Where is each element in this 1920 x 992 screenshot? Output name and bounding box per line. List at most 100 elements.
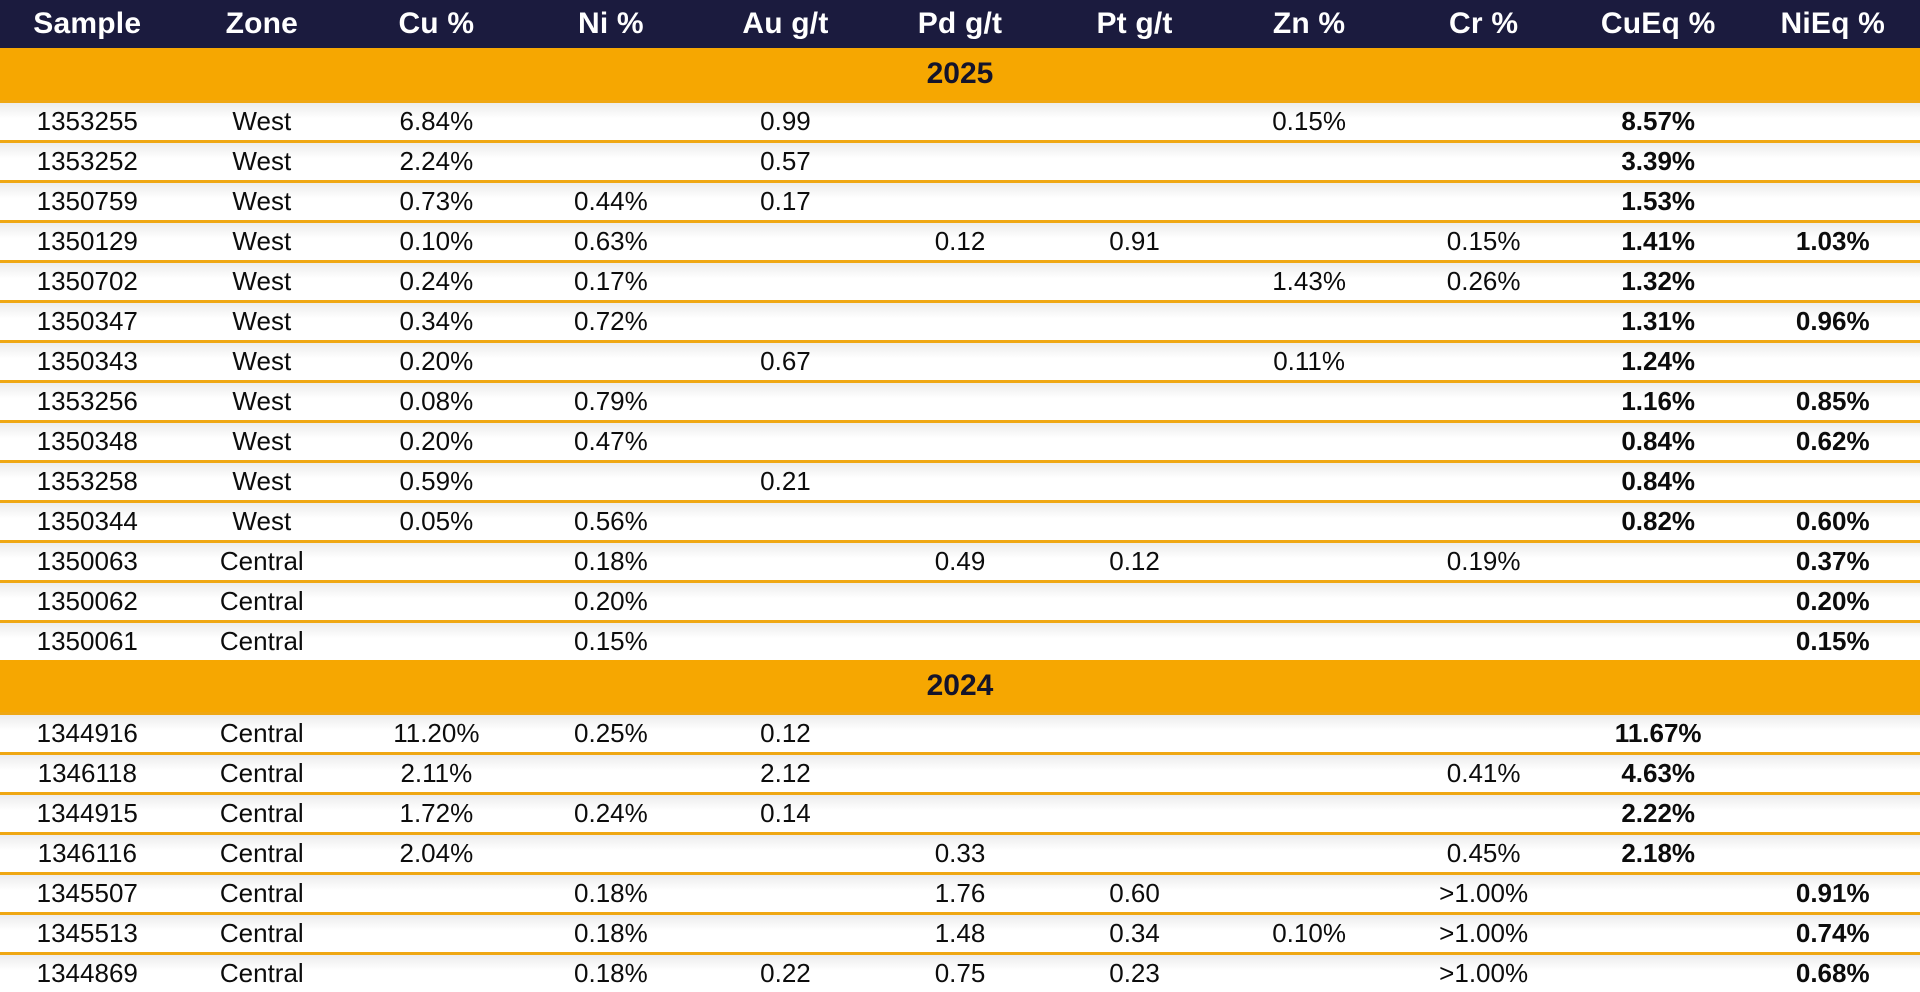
table-header-row: Sample Zone Cu % Ni % Au g/t Pd g/t Pt g/t Zn %… [0, 0, 1920, 48]
cell-au-g-t: 2.12 [760, 758, 811, 788]
table-row-sample-1350343: 1350343 West 0.20% 0.67 0.11% 1.24% [0, 340, 1920, 380]
cell-zn: 0.10% [1272, 918, 1346, 948]
cell-pd-g-t: 0.75 [934, 958, 986, 988]
cell-au-g-t: 0.57 [760, 146, 811, 176]
cell-nieq: 0.85% [1795, 386, 1870, 416]
cell-cueq: 1.16% [1621, 386, 1696, 416]
table-row-sample-1350129: 1350129 West 0.10% 0.63% 0.12 0.91 0.15% 1.41% 1… [0, 220, 1920, 260]
cell-zn: 0.11% [1273, 346, 1345, 376]
cell-sample: 1353256 [36, 386, 138, 416]
cell-nieq: 0.62% [1795, 426, 1870, 456]
cell-sample: 1353255 [36, 106, 138, 136]
cell-zone: Central [219, 758, 304, 788]
table-row-sample-1346116: 1346116 Central 2.04% 0.33 0.45% 2.18% [0, 832, 1920, 872]
cell-sample: 1353258 [36, 466, 138, 496]
cell-zone: West [232, 466, 292, 496]
cell-sample: 1350061 [36, 626, 138, 656]
cell-cu: 0.08% [399, 386, 474, 416]
cell-zone: West [232, 106, 292, 136]
cell-cu: 0.73% [399, 186, 474, 216]
cell-nieq: 0.20% [1795, 586, 1870, 616]
cell-au-g-t: 0.21 [760, 466, 811, 496]
cell-sample: 1345507 [36, 878, 138, 908]
column-header-cr: Cr % [1449, 7, 1519, 40]
cell-zn: 1.43% [1272, 266, 1346, 296]
cell-pt-g-t: 0.34 [1109, 918, 1160, 948]
table-row-sample-1353256: 1353256 West 0.08% 0.79% 1.16% 0.85% [0, 380, 1920, 420]
year-banner-2024: 2024 [0, 660, 1920, 712]
cell-ni: 0.15% [574, 626, 648, 656]
cell-pd-g-t: 1.48 [934, 918, 986, 948]
cell-sample: 1353252 [36, 146, 138, 176]
cell-cueq: 0.84% [1621, 426, 1696, 456]
cell-cr: >1.00% [1439, 878, 1529, 908]
table-row-sample-1350062: 1350062 Central 0.20% 0.20% [0, 580, 1920, 620]
cell-pd-g-t: 0.12 [934, 226, 986, 256]
table-row-sample-1350702: 1350702 West 0.24% 0.17% 1.43% 0.26% 1.32% [0, 260, 1920, 300]
cell-sample: 1350343 [36, 346, 138, 376]
cell-ni: 0.56% [574, 506, 648, 536]
cell-zone: West [232, 146, 292, 176]
cell-cueq: 0.84% [1621, 466, 1696, 496]
column-header-sample: Sample [33, 7, 142, 40]
cell-cueq: 8.57% [1621, 106, 1696, 136]
cell-zone: West [232, 426, 292, 456]
cell-cu: 1.72% [399, 798, 474, 828]
cell-nieq: 0.15% [1795, 626, 1870, 656]
cell-zn: 0.15% [1272, 106, 1346, 136]
cell-cu: 6.84% [399, 106, 474, 136]
cell-zone: Central [219, 798, 304, 828]
column-header-pd-g-t: Pd g/t [917, 7, 1003, 40]
cell-cu: 11.20% [393, 718, 480, 748]
cell-nieq: 0.68% [1795, 958, 1870, 988]
cell-cu: 0.59% [399, 466, 474, 496]
cell-zone: West [232, 226, 292, 256]
cell-nieq: 1.03% [1795, 226, 1870, 256]
table-row-sample-1344916: 1344916 Central 11.20% 0.25% 0.12 11.67% [0, 712, 1920, 752]
table-row-sample-1353255: 1353255 West 6.84% 0.99 0.15% 8.57% [0, 100, 1920, 140]
cell-pd-g-t: 0.33 [934, 838, 986, 868]
cell-cueq: 11.67% [1614, 718, 1702, 748]
cell-cu: 0.34% [399, 306, 474, 336]
cell-cu: 0.05% [399, 506, 474, 536]
cell-sample: 1350129 [36, 226, 138, 256]
table-row-sample-1350061: 1350061 Central 0.15% 0.15% [0, 620, 1920, 660]
cell-pt-g-t: 0.23 [1109, 958, 1160, 988]
cell-sample: 1350344 [36, 506, 138, 536]
cell-pt-g-t: 0.91 [1109, 226, 1160, 256]
cell-cu: 2.04% [399, 838, 474, 868]
year-banner-2025: 2025 [0, 48, 1920, 100]
cell-nieq: 0.96% [1795, 306, 1870, 336]
cell-cueq: 1.53% [1621, 186, 1696, 216]
table-row-sample-1345507: 1345507 Central 0.18% 1.76 0.60 >1.00% 0.91% [0, 872, 1920, 912]
cell-pd-g-t: 0.49 [934, 546, 986, 576]
cell-zone: West [232, 306, 292, 336]
cell-cueq: 2.18% [1621, 838, 1696, 868]
cell-zone: West [232, 506, 292, 536]
cell-ni: 0.72% [574, 306, 648, 336]
cell-zone: Central [219, 878, 304, 908]
cell-zone: Central [219, 838, 304, 868]
cell-zone: Central [219, 626, 304, 656]
cell-sample: 1344869 [36, 958, 138, 988]
cell-cueq: 0.82% [1621, 506, 1696, 536]
column-header-zn: Zn % [1272, 7, 1346, 40]
cell-zone: West [232, 386, 292, 416]
column-header-cueq: CuEq % [1600, 7, 1716, 40]
cell-sample: 1350759 [36, 186, 138, 216]
cell-zone: West [232, 186, 292, 216]
cell-cu: 2.24% [399, 146, 474, 176]
cell-cueq: 3.39% [1621, 146, 1696, 176]
cell-ni: 0.63% [574, 226, 648, 256]
cell-au-g-t: 0.67 [760, 346, 811, 376]
cell-sample: 1346116 [37, 838, 137, 868]
column-header-nieq: NiEq % [1780, 7, 1885, 40]
cell-cr: >1.00% [1439, 958, 1529, 988]
cell-au-g-t: 0.22 [760, 958, 811, 988]
cell-au-g-t: 0.12 [760, 718, 811, 748]
cell-cr: 0.15% [1446, 226, 1521, 256]
cell-cu: 0.10% [399, 226, 474, 256]
cell-zone: Central [219, 546, 304, 576]
